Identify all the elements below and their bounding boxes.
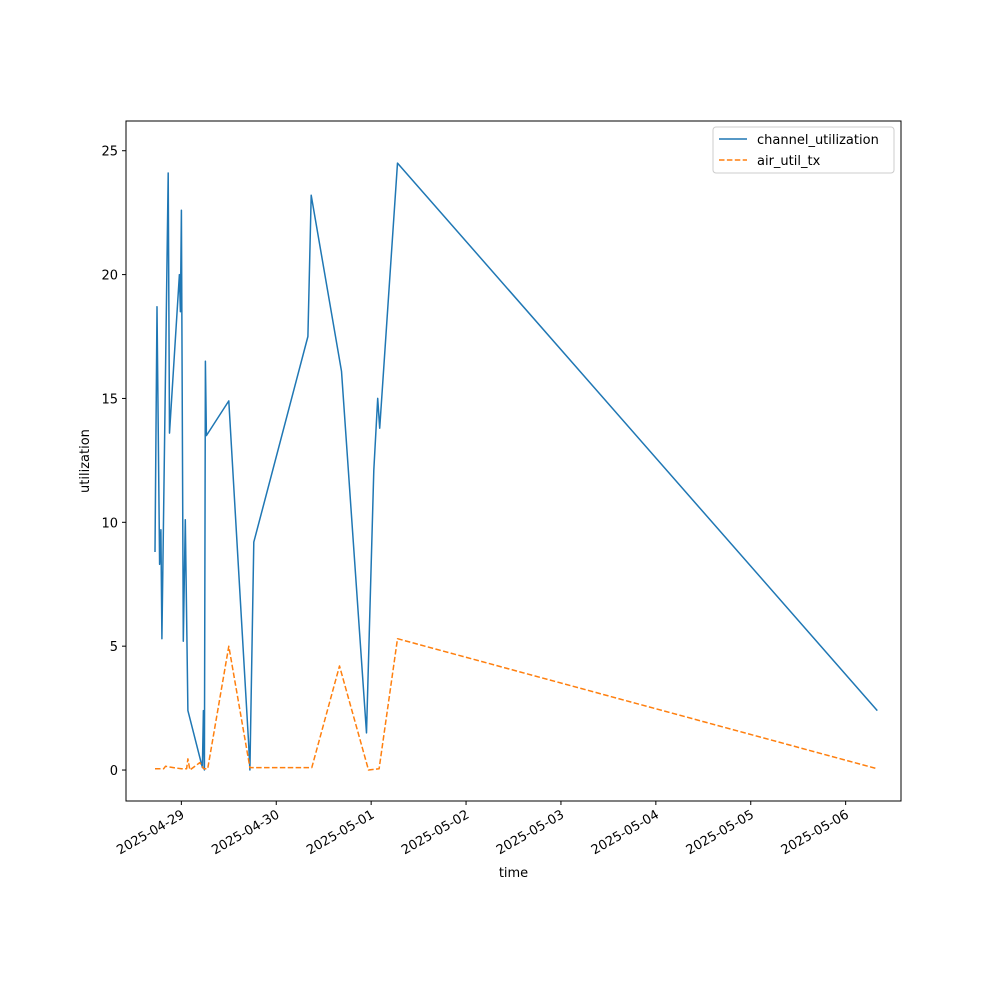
legend-entries: channel_utilization air_util_tx — [719, 133, 879, 169]
y-tick-label: 10 — [101, 516, 118, 531]
series-layer — [154, 162, 878, 771]
x-tick-label: 2025-05-04 — [589, 807, 662, 858]
legend-label: channel_utilization — [757, 133, 879, 148]
x-tick-label: 2025-04-30 — [209, 807, 282, 858]
legend: channel_utilization air_util_tx — [712, 126, 895, 174]
x-axis: 2025-04-29 2025-04-30 2025-05-01 2025-05-02… — [114, 801, 852, 858]
series-line-air-util-tx — [155, 637, 878, 771]
legend-box — [712, 126, 895, 174]
series-line-channel-utilization — [154, 162, 878, 771]
x-tick-label: 2025-05-03 — [494, 807, 567, 858]
y-tick-label: 5 — [110, 640, 118, 655]
x-tick-label: 2025-05-01 — [304, 807, 377, 858]
x-tick-label: 2025-05-05 — [684, 807, 757, 858]
y-tick-label: 0 — [110, 764, 118, 779]
x-tick-label: 2025-04-29 — [114, 807, 187, 858]
plot-frame — [125, 120, 902, 802]
y-tick-label: 20 — [101, 269, 118, 284]
legend-label: air_util_tx — [757, 154, 821, 169]
y-tick-label: 15 — [101, 392, 118, 407]
y-axis: 0 5 10 15 20 25 — [101, 145, 126, 779]
x-tick-label: 2025-05-06 — [779, 807, 852, 858]
y-tick-label: 25 — [101, 145, 118, 160]
y-axis-label: utilization — [78, 429, 93, 493]
plot-area — [125, 120, 902, 802]
x-tick-label: 2025-05-02 — [399, 807, 472, 858]
x-axis-label: time — [499, 866, 528, 881]
